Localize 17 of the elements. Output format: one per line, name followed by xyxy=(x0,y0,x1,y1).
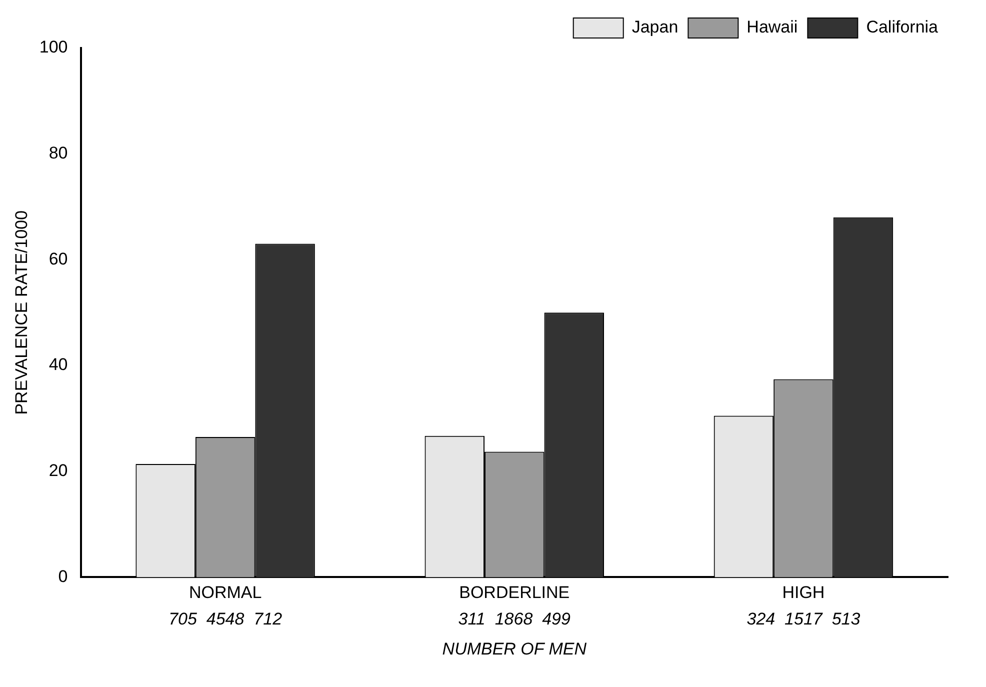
y-tick-label: 80 xyxy=(48,144,68,163)
x-axis-title: NUMBER OF MEN xyxy=(442,640,588,659)
y-tick-label: 0 xyxy=(58,566,68,586)
x-tick-label: NORMAL xyxy=(188,583,262,602)
text: 705 4548 712 xyxy=(168,609,283,628)
y-tick-label: 100 xyxy=(39,38,68,57)
x-tick-label: HIGH xyxy=(782,583,825,602)
legend-label: California xyxy=(866,18,939,37)
y-axis-title: PREVALENCE RATE/1000 xyxy=(12,210,31,415)
text: 324 1517 513 xyxy=(746,609,861,628)
y-tick-label: 20 xyxy=(48,461,68,480)
y-tick-label: 60 xyxy=(48,249,68,268)
legend-label: Japan xyxy=(632,18,678,37)
legend-label: Hawaii xyxy=(746,18,798,37)
y-tick-label: 40 xyxy=(48,355,68,374)
text: 311 1868 499 xyxy=(458,609,572,628)
x-tick-label: BORDERLINE xyxy=(459,583,570,602)
